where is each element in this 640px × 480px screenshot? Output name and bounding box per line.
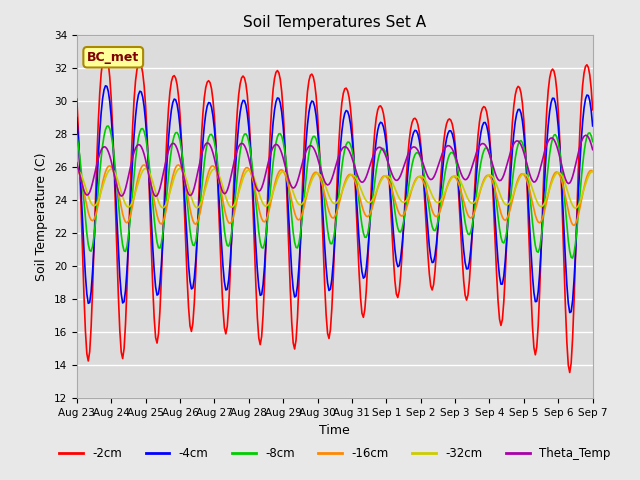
-32cm bbox=[368, 198, 376, 204]
Theta_Temp bbox=[152, 193, 159, 199]
-4cm bbox=[73, 115, 81, 120]
-32cm bbox=[73, 167, 81, 173]
-16cm bbox=[87, 217, 95, 223]
Theta_Temp bbox=[87, 185, 95, 191]
-16cm bbox=[169, 173, 177, 179]
-8cm bbox=[170, 132, 178, 138]
-2cm bbox=[368, 170, 376, 176]
-16cm bbox=[527, 193, 535, 199]
-4cm bbox=[368, 187, 376, 193]
-2cm bbox=[170, 73, 178, 79]
-8cm bbox=[385, 166, 393, 172]
-32cm bbox=[87, 200, 95, 206]
-16cm bbox=[570, 222, 578, 228]
-2cm bbox=[397, 273, 404, 279]
Theta_Temp bbox=[397, 172, 404, 178]
Theta_Temp bbox=[385, 163, 393, 169]
Theta_Temp bbox=[170, 141, 178, 146]
-8cm bbox=[104, 123, 112, 129]
Legend: -2cm, -4cm, -8cm, -16cm, -32cm, Theta_Temp: -2cm, -4cm, -8cm, -16cm, -32cm, Theta_Te… bbox=[54, 443, 615, 465]
-4cm bbox=[102, 83, 109, 89]
-4cm bbox=[170, 96, 178, 102]
Line: Theta_Temp: Theta_Temp bbox=[77, 135, 593, 196]
Line: -16cm: -16cm bbox=[77, 165, 593, 225]
-4cm bbox=[87, 288, 95, 294]
Text: BC_met: BC_met bbox=[87, 51, 140, 64]
-32cm bbox=[589, 168, 596, 174]
-4cm bbox=[527, 249, 535, 255]
-16cm bbox=[175, 162, 182, 168]
-2cm bbox=[589, 107, 596, 113]
-4cm bbox=[566, 310, 573, 315]
-16cm bbox=[385, 179, 393, 184]
-16cm bbox=[397, 213, 404, 218]
Theta_Temp bbox=[527, 175, 535, 181]
-4cm bbox=[397, 255, 404, 261]
-8cm bbox=[73, 133, 81, 139]
-2cm bbox=[385, 176, 393, 182]
-2cm bbox=[87, 324, 95, 330]
Theta_Temp bbox=[589, 147, 596, 153]
Theta_Temp bbox=[582, 132, 589, 138]
Theta_Temp bbox=[368, 156, 376, 162]
Y-axis label: Soil Temperature (C): Soil Temperature (C) bbox=[35, 153, 48, 281]
Title: Soil Temperatures Set A: Soil Temperatures Set A bbox=[243, 15, 426, 30]
Line: -32cm: -32cm bbox=[77, 168, 593, 208]
Line: -8cm: -8cm bbox=[77, 126, 593, 258]
X-axis label: Time: Time bbox=[319, 424, 350, 437]
Line: -2cm: -2cm bbox=[77, 53, 593, 372]
-32cm bbox=[169, 179, 177, 185]
-8cm bbox=[368, 201, 376, 207]
-2cm bbox=[527, 291, 535, 297]
-4cm bbox=[589, 123, 596, 129]
-32cm bbox=[572, 205, 579, 211]
-8cm bbox=[87, 248, 95, 254]
-32cm bbox=[385, 174, 393, 180]
Theta_Temp bbox=[73, 160, 81, 166]
-32cm bbox=[527, 182, 535, 188]
-2cm bbox=[566, 370, 573, 375]
-8cm bbox=[589, 139, 596, 144]
-4cm bbox=[385, 172, 393, 178]
-2cm bbox=[73, 96, 81, 102]
-32cm bbox=[176, 166, 184, 171]
Line: -4cm: -4cm bbox=[77, 86, 593, 312]
-8cm bbox=[569, 255, 577, 261]
-8cm bbox=[527, 204, 535, 210]
-32cm bbox=[397, 197, 404, 203]
-16cm bbox=[73, 165, 81, 171]
-16cm bbox=[368, 206, 376, 212]
-16cm bbox=[589, 168, 596, 174]
-2cm bbox=[102, 50, 109, 56]
-8cm bbox=[397, 229, 404, 235]
